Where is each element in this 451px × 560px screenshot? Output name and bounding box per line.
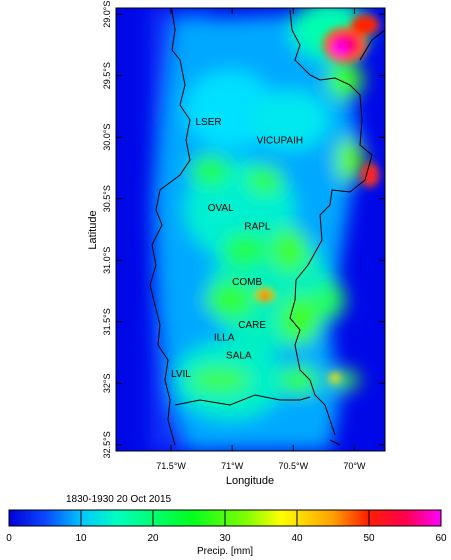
axis-tick-labels: 71.5°W 71°W 70.5°W 70°W 29.0°S 29.5°S 30.0°S 30… [102,1,366,471]
colorbar-title: Precip. [mm] [197,546,253,557]
lon-tick-label: 71.5°W [156,461,186,471]
station-label-comb: COMB [232,277,262,288]
station-label-sala: SALA [226,351,252,362]
station-label-illa: ILLA [214,332,235,343]
coastline-outline [149,9,191,446]
lat-tick-label: 31.5°S [102,308,112,335]
lat-tick-label: 29.5°S [102,62,112,89]
lat-tick-label: 32°S [102,374,112,394]
lon-tick-label: 70°W [343,461,366,471]
plot-frame [115,7,386,452]
lon-tick-label: 70.5°W [278,461,308,471]
station-label-oval: OVAL [208,203,234,214]
axis-ticks [116,8,385,451]
colorbar-tick-label: 40 [291,533,303,544]
colorbar-tick-label: 20 [147,533,159,544]
station-label-care: CARE [238,320,266,331]
colorbar-tick-label: 0 [6,533,12,544]
station-label-rapl: RAPL [244,222,271,233]
colorbar-ticks: 0 10 20 30 40 50 60 [6,510,447,544]
lat-tick-label: 29.0°S [102,1,112,28]
colorbar-tick-label: 10 [75,533,87,544]
x-axis-title: Longitude [226,475,274,487]
station-label-lvil: LVIL [171,369,191,380]
lat-tick-label: 30.5°S [102,185,112,212]
colorbar-tick-label: 60 [435,533,447,544]
lat-tick-label: 31.0°S [102,247,112,274]
precipitation-field [116,8,385,451]
lon-tick-label: 71°W [221,461,244,471]
station-label-vicupaih: VICUPAIH [257,135,304,146]
y-axis-title: Latitude [87,210,99,249]
station-label-lser: LSER [195,117,221,128]
border-outline [174,9,385,446]
timestamp-label: 1830-1930 20 Oct 2015 [66,494,172,505]
lat-tick-label: 30.0°S [102,124,112,151]
colorbar-tick-label: 50 [363,533,375,544]
lat-tick-label: 32.5°S [102,431,112,458]
colorbar-tick-label: 30 [219,533,231,544]
